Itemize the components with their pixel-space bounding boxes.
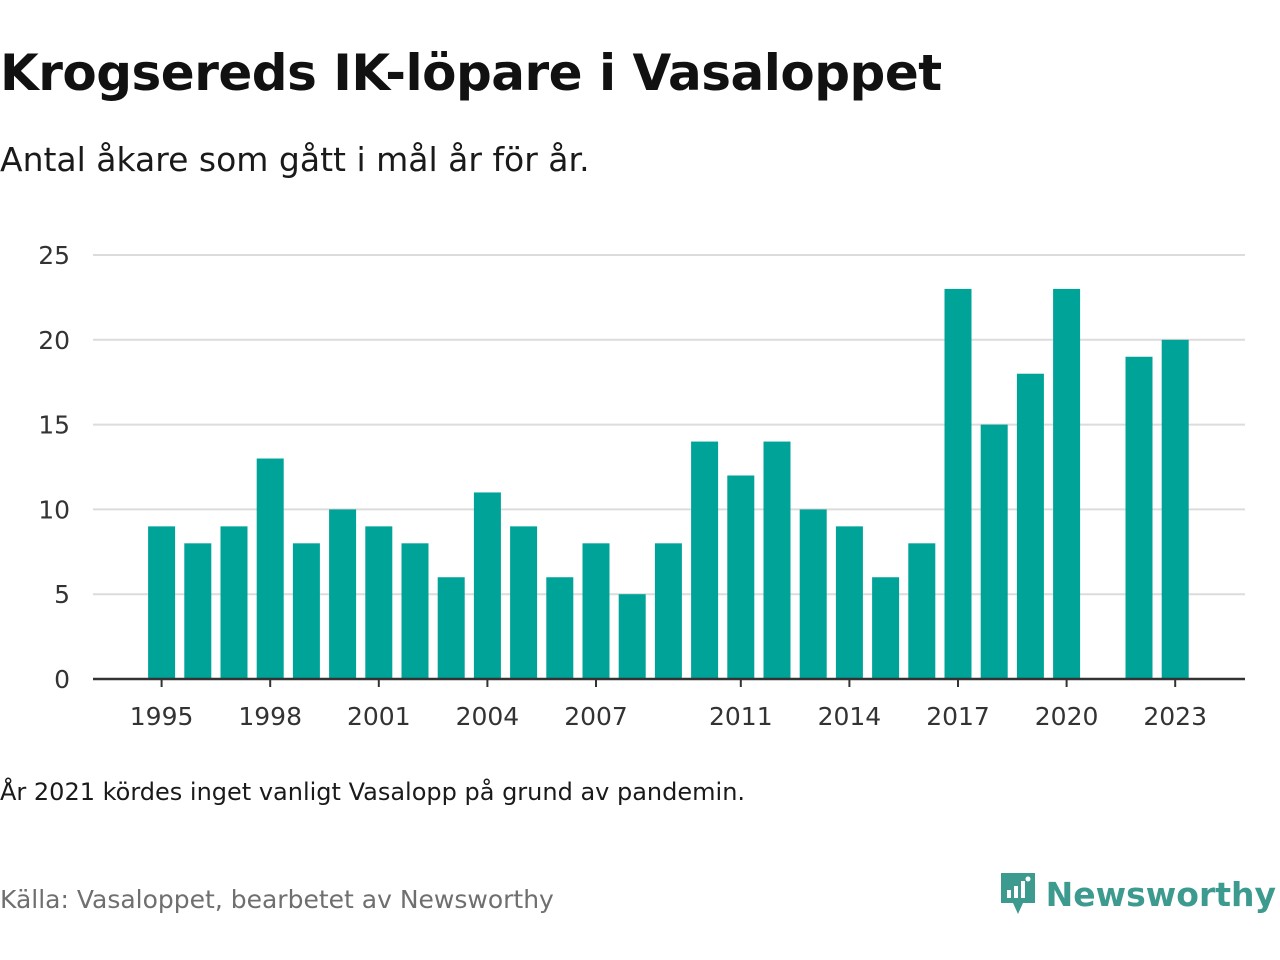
bar-2006 bbox=[546, 577, 574, 679]
brand-name: Newsworthy bbox=[1045, 874, 1276, 914]
bar-1998 bbox=[256, 458, 284, 679]
bar-2017 bbox=[944, 288, 972, 679]
bar-1995 bbox=[148, 526, 176, 679]
bar-1999 bbox=[292, 543, 320, 679]
newsworthy-logo-icon bbox=[1000, 873, 1035, 914]
x-tick-label: 2023 bbox=[1143, 702, 1207, 731]
bar-2011 bbox=[727, 475, 755, 679]
bar-2014 bbox=[835, 526, 863, 679]
bar-2008 bbox=[618, 594, 646, 679]
x-tick-label: 2004 bbox=[456, 702, 520, 731]
bar-2000 bbox=[329, 509, 357, 679]
bar-2002 bbox=[401, 543, 429, 679]
bar-chart: 0 5 10 15 20 25 1995 1998 2001 2004 2007 2011 2014 2… bbox=[38, 241, 1245, 731]
bar-2003 bbox=[437, 577, 465, 679]
x-tick-label: 2007 bbox=[564, 702, 628, 731]
y-tick-label: 0 bbox=[54, 665, 70, 694]
bar-2012 bbox=[763, 441, 791, 679]
x-tick-label: 2020 bbox=[1035, 702, 1099, 731]
bars bbox=[148, 288, 1189, 679]
y-axis-ticks: 0 5 10 15 20 25 bbox=[38, 241, 70, 694]
y-tick-label: 5 bbox=[54, 580, 70, 609]
x-tick-label: 2011 bbox=[709, 702, 773, 731]
x-tick-label: 2001 bbox=[347, 702, 411, 731]
bar-2023 bbox=[1161, 339, 1189, 679]
x-tick-label: 2014 bbox=[818, 702, 882, 731]
bar-2015 bbox=[872, 577, 900, 679]
x-axis-ticks: 1995 1998 2001 2004 2007 2011 2014 2017 2020 2023 bbox=[130, 679, 1207, 731]
bar-2013 bbox=[799, 509, 827, 679]
y-tick-label: 10 bbox=[38, 495, 70, 524]
brand-logo[interactable]: Newsworthy bbox=[998, 870, 1276, 918]
chart-note: År 2021 kördes inget vanligt Vasalopp på… bbox=[0, 778, 746, 806]
bar-2019 bbox=[1016, 373, 1044, 679]
chart-source: Källa: Vasaloppet, bearbetet av Newswort… bbox=[0, 885, 554, 914]
y-tick-label: 25 bbox=[38, 241, 70, 270]
bar-2001 bbox=[365, 526, 393, 679]
gridlines bbox=[93, 254, 1245, 596]
x-tick-label: 1998 bbox=[238, 702, 302, 731]
bar-2004 bbox=[473, 492, 501, 679]
bar-2005 bbox=[510, 526, 538, 679]
bar-2010 bbox=[691, 441, 719, 679]
chart-subtitle: Antal åkare som gått i mål år för år. bbox=[0, 140, 590, 179]
bar-2016 bbox=[908, 543, 936, 679]
bar-1996 bbox=[184, 543, 212, 679]
bar-1997 bbox=[220, 526, 248, 679]
bar-2009 bbox=[654, 543, 682, 679]
y-tick-label: 20 bbox=[38, 326, 70, 355]
y-tick-label: 15 bbox=[38, 411, 70, 440]
bar-2022 bbox=[1125, 356, 1153, 679]
x-tick-label: 1995 bbox=[130, 702, 194, 731]
chart-title: Krogsereds IK-löpare i Vasaloppet bbox=[0, 44, 942, 102]
bar-2007 bbox=[582, 543, 610, 679]
bar-2018 bbox=[980, 424, 1008, 679]
x-tick-label: 2017 bbox=[926, 702, 990, 731]
bar-2020 bbox=[1053, 288, 1081, 679]
